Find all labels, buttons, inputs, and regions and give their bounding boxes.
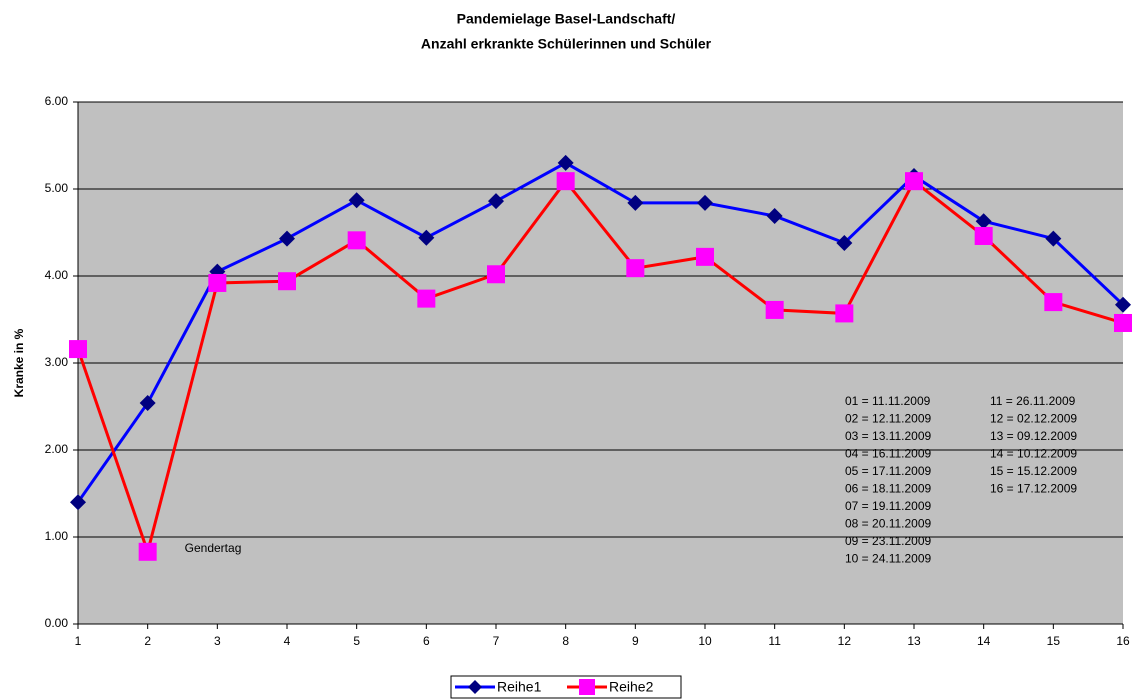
marker: [278, 272, 296, 291]
marker: [836, 234, 853, 251]
y-tick-label: 6.00: [45, 94, 69, 108]
date-note: 08 = 20.11.2009: [845, 517, 932, 531]
x-tick-label: 6: [423, 634, 430, 648]
legend-label: Reihe1: [497, 679, 542, 695]
legend-label: Reihe2: [609, 679, 654, 695]
legend-box: [450, 675, 682, 699]
marker: [488, 193, 504, 210]
marker: [765, 300, 784, 319]
x-tick-label: 11: [768, 634, 781, 648]
date-note: 07 = 19.11.2009: [845, 499, 932, 513]
x-tick-label: 13: [907, 634, 921, 648]
x-tick-label: 4: [284, 634, 291, 648]
y-tick-label: 5.00: [45, 181, 69, 195]
marker: [1115, 296, 1131, 313]
marker: [347, 231, 366, 250]
marker: [487, 265, 505, 284]
date-note: 16 = 17.12.2009: [990, 482, 1077, 496]
marker: [905, 172, 923, 191]
date-note: 01 = 11.11.2009: [845, 394, 931, 408]
marker: [348, 192, 365, 209]
chart-title: Anzahl erkrankte Schülerinnen und Schüle…: [421, 36, 712, 52]
chart-title: Pandemielage Basel-Landschaft/: [457, 11, 676, 27]
marker: [69, 340, 87, 359]
x-tick-label: 7: [493, 634, 500, 648]
annotation: Gendertag: [185, 541, 242, 555]
x-tick-label: 12: [838, 634, 852, 648]
series-line: [76, 178, 1124, 557]
date-note: 11 = 26.11.2009: [990, 394, 1076, 408]
marker: [208, 273, 227, 292]
y-tick-label: 4.00: [45, 268, 69, 282]
date-note: 10 = 24.11.2009: [845, 552, 932, 566]
marker: [697, 194, 713, 211]
y-axis-label: Kranke in %: [12, 328, 26, 397]
marker: [627, 194, 644, 211]
x-tick-label: 2: [144, 634, 151, 648]
date-note: 05 = 17.11.2009: [845, 464, 932, 478]
marker: [1045, 230, 1062, 247]
marker: [279, 230, 295, 247]
marker: [556, 172, 575, 191]
x-tick-label: 16: [1116, 634, 1130, 648]
marker: [626, 259, 645, 278]
x-tick-label: 9: [632, 634, 639, 648]
date-note: 02 = 12.11.2009: [845, 412, 932, 426]
legend-marker: [468, 680, 482, 694]
marker: [1114, 313, 1132, 332]
series-line: [76, 161, 1125, 504]
x-tick-label: 1: [75, 634, 82, 648]
y-tick-label: 0.00: [45, 616, 69, 630]
legend-marker: [579, 679, 595, 695]
marker: [835, 304, 854, 323]
date-note: 12 = 02.12.2009: [990, 412, 1077, 426]
marker: [139, 395, 156, 412]
x-tick-label: 5: [353, 634, 360, 648]
marker: [557, 154, 574, 171]
x-tick-label: 14: [977, 634, 991, 648]
y-tick-label: 1.00: [45, 529, 69, 543]
marker: [70, 494, 86, 511]
date-note: 09 = 23.11.2009: [845, 534, 932, 548]
date-note: 03 = 13.11.2009: [845, 429, 932, 443]
y-tick-label: 2.00: [45, 442, 69, 456]
marker: [138, 542, 157, 561]
marker: [418, 229, 435, 246]
date-note: 04 = 16.11.2009: [845, 447, 932, 461]
date-note: 06 = 18.11.2009: [845, 482, 932, 496]
marker: [974, 226, 993, 245]
x-tick-label: 10: [698, 634, 712, 648]
x-tick-label: 15: [1047, 634, 1061, 648]
date-note: 15 = 15.12.2009: [990, 464, 1077, 478]
marker: [975, 213, 992, 230]
x-tick-label: 3: [214, 634, 221, 648]
date-note: 13 = 09.12.2009: [990, 429, 1077, 443]
marker: [696, 247, 714, 266]
marker: [766, 207, 783, 224]
marker: [1044, 293, 1063, 312]
y-tick-label: 3.00: [45, 355, 69, 369]
date-note: 14 = 10.12.2009: [990, 447, 1077, 461]
marker: [417, 289, 436, 308]
x-tick-label: 8: [562, 634, 569, 648]
